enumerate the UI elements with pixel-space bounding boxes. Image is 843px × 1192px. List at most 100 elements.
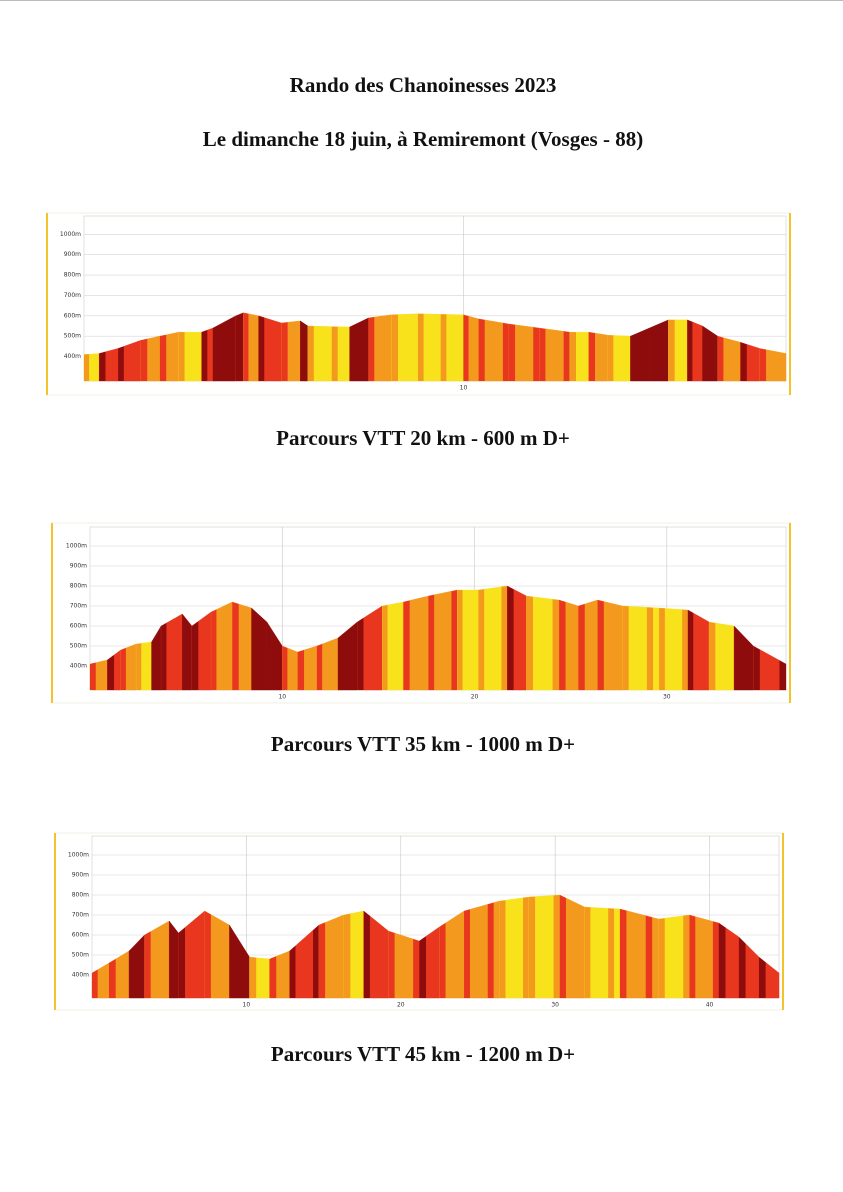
slope-stripe xyxy=(331,326,338,381)
slope-stripe xyxy=(457,590,463,690)
slope-stripe xyxy=(553,895,560,998)
slope-stripe xyxy=(559,895,566,998)
slope-stripe xyxy=(313,925,319,998)
slope-stripe xyxy=(528,896,536,998)
slope-stripe xyxy=(608,908,615,998)
y-tick-label: 800m xyxy=(70,583,87,590)
slope-stripe xyxy=(191,621,199,690)
slope-stripe xyxy=(269,956,277,998)
slope-stripe xyxy=(140,338,148,381)
slope-stripe xyxy=(712,921,719,998)
slope-stripe xyxy=(243,312,249,381)
elevation-segment xyxy=(630,327,650,382)
slope-stripe xyxy=(92,969,98,998)
slope-stripe xyxy=(502,322,509,381)
slope-stripe xyxy=(90,662,96,690)
slope-stripe xyxy=(159,334,167,381)
y-tick-label: 1000m xyxy=(60,231,81,238)
y-tick-label: 500m xyxy=(64,333,81,340)
slope-stripe xyxy=(84,354,90,381)
slope-stripe xyxy=(282,646,288,690)
slope-stripe xyxy=(687,319,693,381)
y-tick-label: 900m xyxy=(64,251,81,258)
slope-stripe xyxy=(232,602,239,690)
slope-stripe xyxy=(281,322,288,381)
slope-stripe xyxy=(758,957,766,998)
slope-stripe xyxy=(779,660,786,690)
slope-stripe xyxy=(413,939,420,998)
slope-stripe xyxy=(659,608,665,690)
chart-caption: Parcours VTT 20 km - 600 m D+ xyxy=(276,426,570,450)
x-tick-label: 20 xyxy=(397,1002,405,1009)
elevation-segment xyxy=(251,607,268,691)
y-tick-label: 500m xyxy=(72,952,89,959)
y-tick-label: 900m xyxy=(70,563,87,570)
slope-stripe xyxy=(759,348,767,381)
slope-stripe xyxy=(178,332,185,381)
slope-stripe xyxy=(718,923,726,998)
slope-stripe xyxy=(107,655,115,690)
elevation-segment xyxy=(349,317,369,382)
slope-stripe xyxy=(563,331,570,381)
x-tick-label: 10 xyxy=(243,1002,251,1009)
slope-stripe xyxy=(584,907,591,998)
slope-stripe xyxy=(343,913,351,998)
slope-stripe xyxy=(622,606,629,690)
slope-stripe xyxy=(533,327,540,381)
y-tick-label: 700m xyxy=(72,912,89,919)
slope-stripe xyxy=(499,900,506,998)
slope-stripe xyxy=(607,335,614,381)
y-tick-label: 500m xyxy=(70,643,87,650)
slope-stripe xyxy=(508,323,516,381)
slope-stripe xyxy=(391,314,399,381)
slope-stripe xyxy=(307,326,314,381)
slope-stripe xyxy=(357,618,364,690)
slope-stripe xyxy=(753,646,760,690)
slope-stripe xyxy=(363,911,370,998)
elevation-segment xyxy=(649,319,669,382)
slope-stripe xyxy=(201,330,208,381)
slope-stripe xyxy=(249,957,257,998)
x-tick-label: 10 xyxy=(460,385,468,392)
y-tick-label: 1000m xyxy=(66,543,87,550)
x-tick-label: 10 xyxy=(278,694,286,701)
slope-stripe xyxy=(668,319,675,381)
slope-stripe xyxy=(144,931,151,998)
elevation-segment xyxy=(182,613,193,691)
slope-stripe xyxy=(136,643,142,690)
slope-stripe xyxy=(709,622,716,690)
y-tick-label: 1000m xyxy=(68,852,89,859)
y-tick-label: 700m xyxy=(64,292,81,299)
chart-caption: Parcours VTT 45 km - 1200 m D+ xyxy=(271,1042,575,1066)
slope-stripe xyxy=(388,931,395,998)
subtitle: Le dimanche 18 juin, à Remiremont (Vosge… xyxy=(203,127,643,151)
slope-stripe xyxy=(318,922,326,998)
slope-stripe xyxy=(523,897,529,998)
slope-stripe xyxy=(120,648,126,690)
slope-stripe xyxy=(178,927,186,998)
x-tick-label: 20 xyxy=(471,694,479,701)
y-tick-label: 400m xyxy=(64,353,81,360)
slope-stripe xyxy=(682,609,688,690)
slope-stripe xyxy=(235,312,244,381)
slope-stripe xyxy=(646,607,654,690)
slope-stripe xyxy=(645,915,653,998)
slope-stripe xyxy=(689,915,696,998)
y-tick-label: 600m xyxy=(70,623,87,630)
slope-stripe xyxy=(451,590,458,690)
y-tick-label: 800m xyxy=(72,892,89,899)
slope-stripe xyxy=(419,936,426,998)
slope-stripe xyxy=(382,605,388,690)
y-tick-label: 400m xyxy=(72,972,89,979)
y-tick-label: 400m xyxy=(70,663,87,670)
slope-stripe xyxy=(588,332,596,381)
y-tick-label: 800m xyxy=(64,272,81,279)
y-tick-label: 700m xyxy=(70,603,87,610)
slope-stripe xyxy=(368,317,375,381)
slope-stripe xyxy=(204,911,211,998)
x-tick-label: 40 xyxy=(706,1002,714,1009)
slope-stripe xyxy=(211,609,217,690)
y-tick-label: 900m xyxy=(72,872,89,879)
slope-stripe xyxy=(316,644,323,690)
slope-stripe xyxy=(428,594,435,690)
